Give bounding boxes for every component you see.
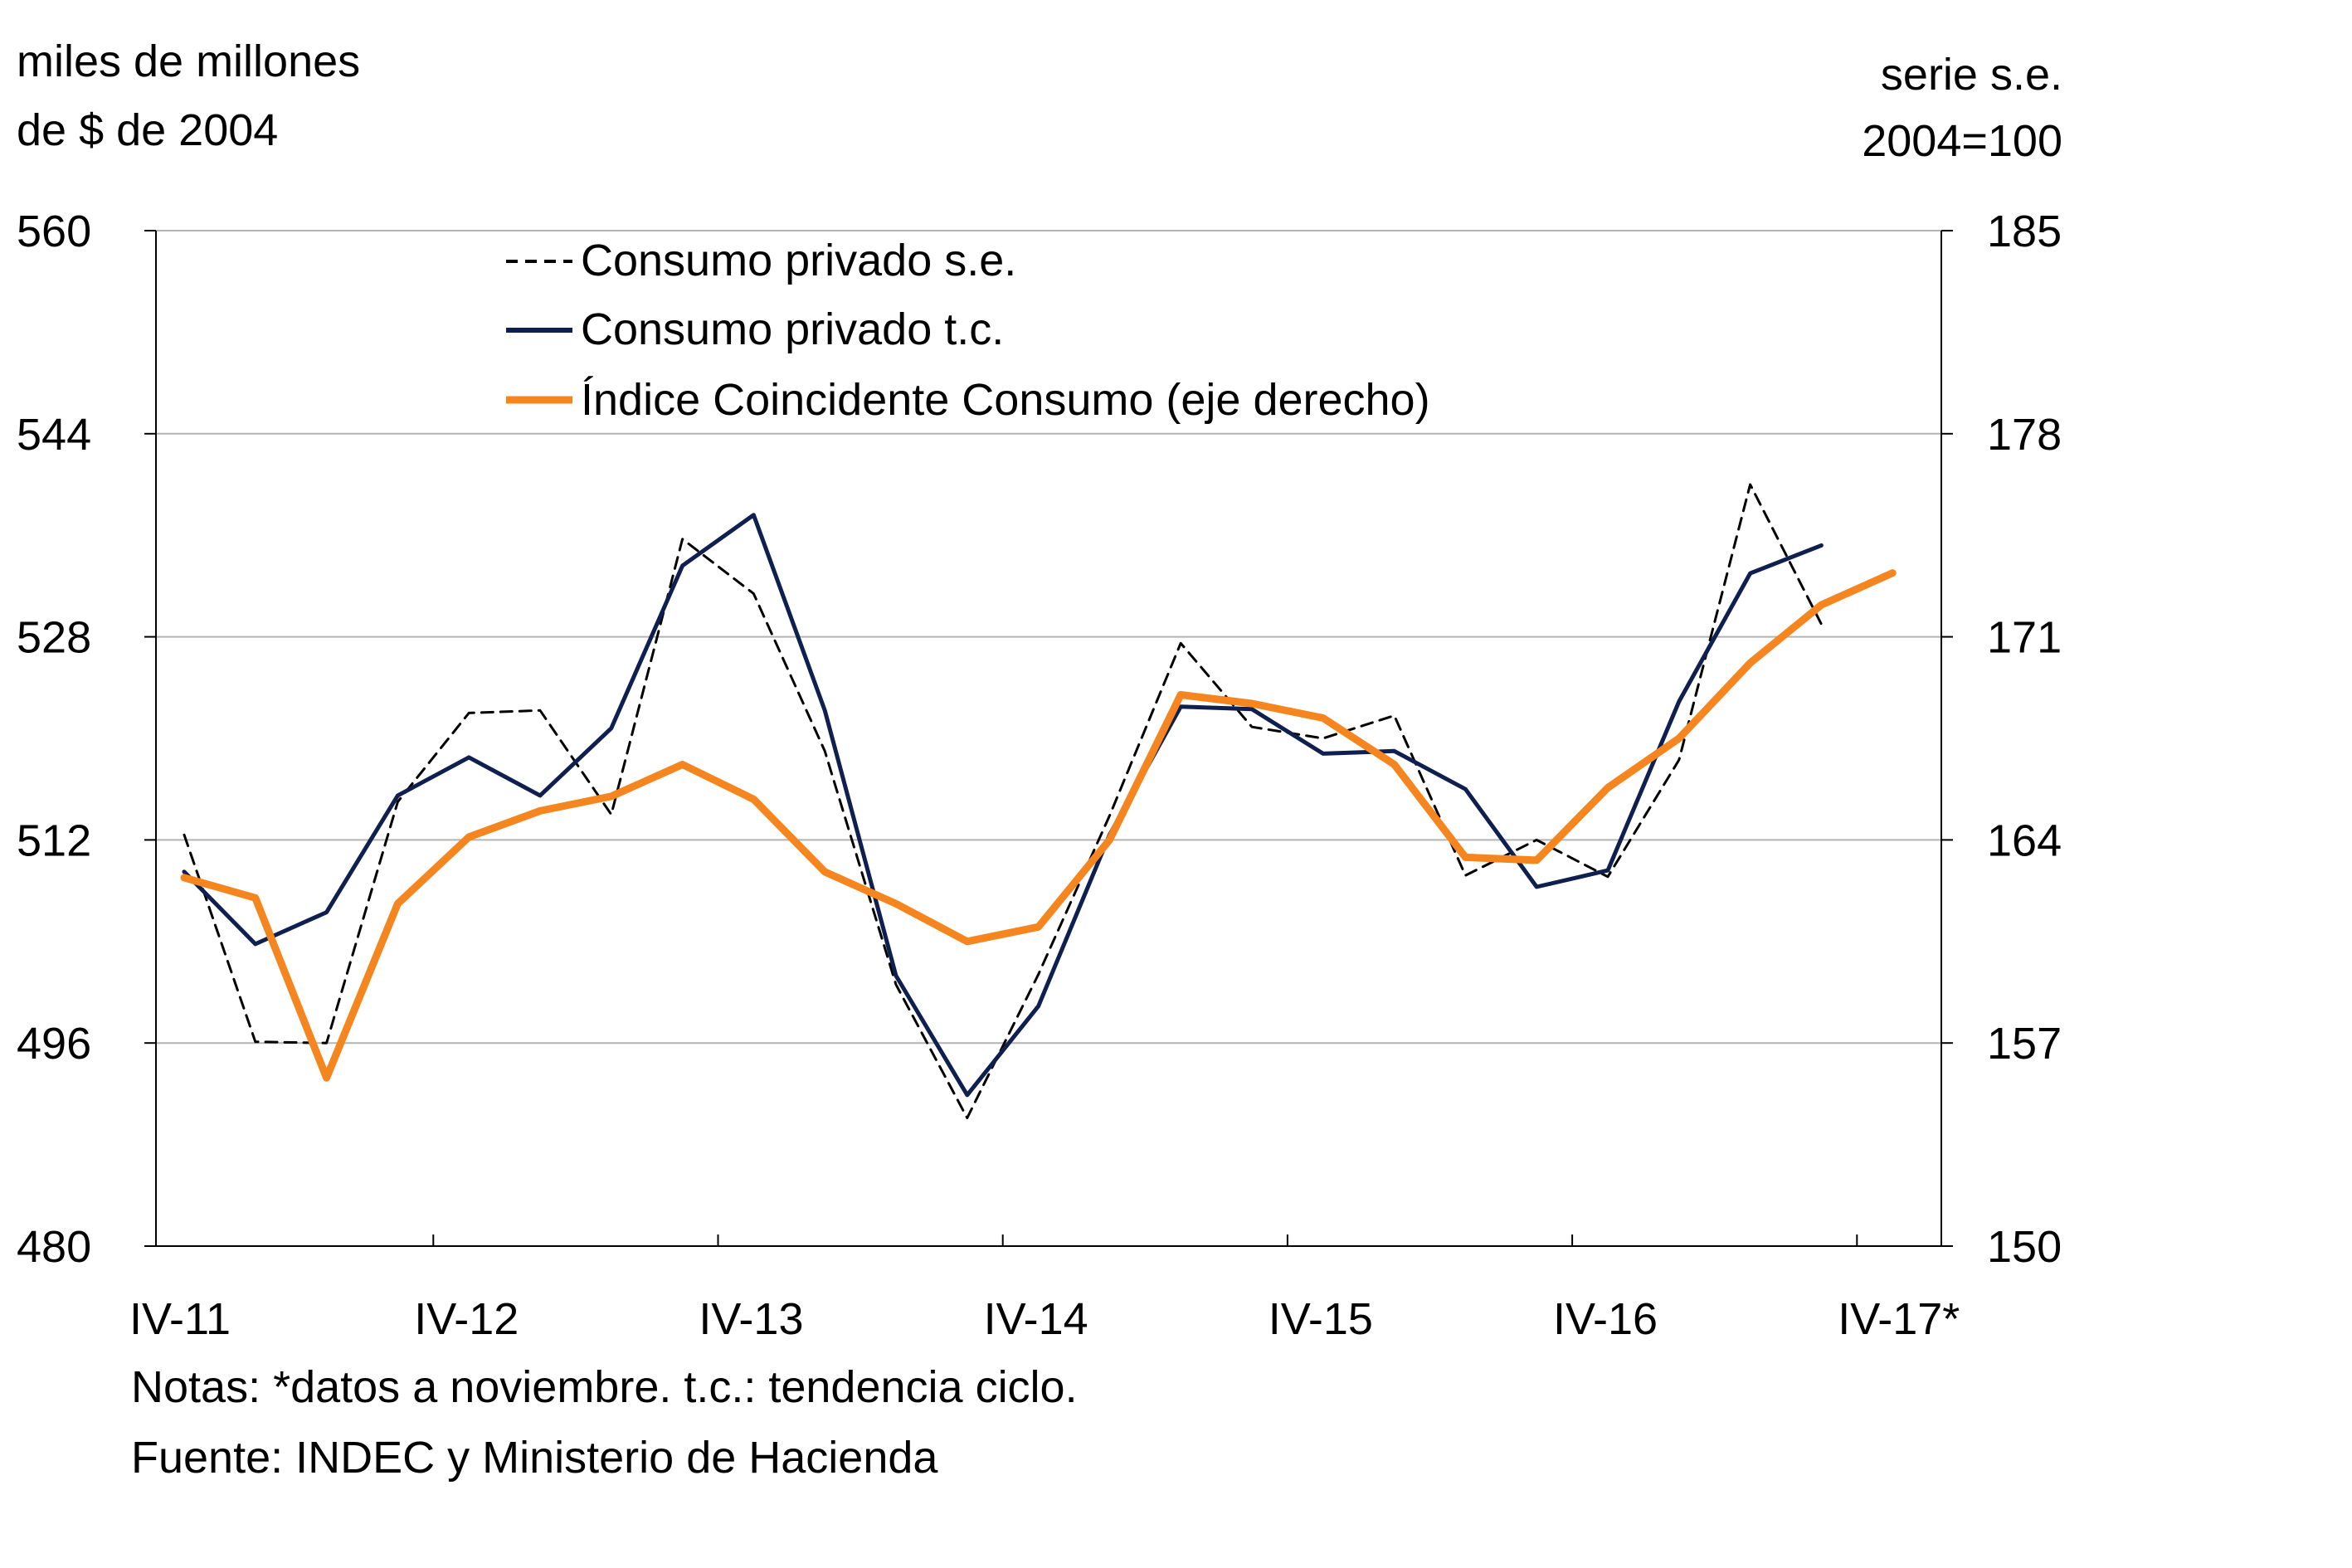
y-right-tick-label: 150 bbox=[1987, 1222, 2062, 1272]
left-axis-label-line-2: de $ de 2004 bbox=[17, 105, 278, 155]
y-right-tick-label: 185 bbox=[1987, 207, 2062, 256]
x-tick-label: IV-11 bbox=[129, 1294, 231, 1344]
y-left-tick-label: 496 bbox=[17, 1019, 91, 1069]
y-right-tick-label: 171 bbox=[1987, 613, 2062, 663]
grid-lines bbox=[156, 230, 1941, 1045]
right-axis-label-line-1: serie s.e. bbox=[1881, 50, 2062, 100]
y-right-tick-label: 157 bbox=[1987, 1019, 2062, 1069]
y-left-tick-label: 512 bbox=[17, 816, 91, 865]
right-axis-label-line-2: 2004=100 bbox=[1862, 116, 2062, 166]
y-left-tick-label: 528 bbox=[17, 613, 91, 663]
x-tick-label: IV-12 bbox=[414, 1294, 519, 1344]
x-tick-label: IV-15 bbox=[1269, 1294, 1373, 1344]
y-left-tick-label: 560 bbox=[17, 207, 91, 256]
series-lines bbox=[180, 483, 1897, 1119]
legend: Consumo privado s.e. Consumo privado t.c… bbox=[506, 236, 1430, 425]
source-text: Fuente: INDEC y Ministerio de Hacienda bbox=[131, 1433, 938, 1483]
y-right-tick-label: 178 bbox=[1987, 410, 2062, 460]
tick-labels: 480 496 512 528 544 560 150 157 164 171 178 185 IV-1… bbox=[17, 207, 2062, 1344]
x-tick-label: IV-13 bbox=[699, 1294, 803, 1344]
legend-label-se: Consumo privado s.e. bbox=[581, 236, 1016, 285]
y-left-tick-label: 544 bbox=[17, 410, 91, 460]
y-right-tick-label: 164 bbox=[1987, 816, 2062, 865]
line-series-tc bbox=[182, 513, 1824, 1098]
line-series-ici bbox=[180, 569, 1897, 1082]
legend-label-tc: Consumo privado t.c. bbox=[581, 304, 1004, 354]
y-left-tick-label: 480 bbox=[17, 1222, 91, 1272]
x-tick-label: IV-17* bbox=[1838, 1294, 1960, 1344]
legend-label-ici: Índice Coincidente Consumo (eje derecho) bbox=[581, 375, 1430, 425]
x-tick-label: IV-16 bbox=[1553, 1294, 1658, 1344]
line-series-se bbox=[183, 483, 1823, 1119]
axes bbox=[144, 230, 1953, 1247]
x-tick-label: IV-14 bbox=[984, 1294, 1088, 1344]
left-axis-label-line-1: miles de millones bbox=[17, 37, 360, 86]
notes-text: Notas: *datos a noviembre. t.c.: tendenc… bbox=[131, 1362, 1078, 1412]
